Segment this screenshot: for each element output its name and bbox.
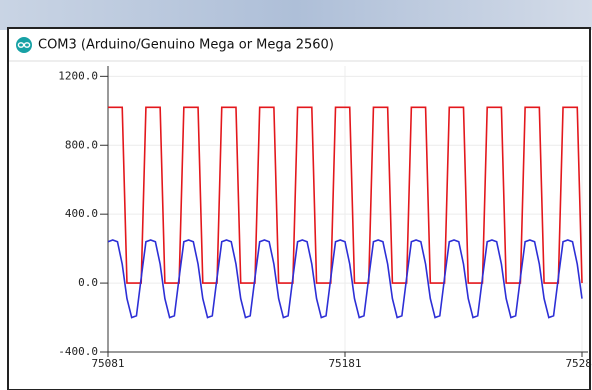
window-frame bbox=[7, 27, 591, 390]
y-tick-label: 400.0 bbox=[65, 207, 98, 220]
series-line bbox=[108, 239, 583, 319]
desktop-strip bbox=[0, 0, 592, 30]
y-tick-label: 800.0 bbox=[65, 138, 98, 151]
x-tick-label: 75081 bbox=[91, 357, 124, 370]
y-tick-label: 1200.0 bbox=[58, 69, 98, 82]
series-line bbox=[108, 106, 583, 284]
y-tick-label: 0.0 bbox=[78, 276, 98, 289]
x-tick-label: 75281 bbox=[565, 357, 592, 370]
x-tick-label: 75181 bbox=[328, 357, 361, 370]
plot-area: -400.0 0.0 400.0 800.0 1200.0 75081 75181 75281 bbox=[58, 66, 592, 370]
window-title: COM3 (Arduino/Genuino Mega or Mega 2560) bbox=[38, 38, 334, 53]
title-bar bbox=[9, 29, 589, 61]
y-tick-label: -400.0 bbox=[58, 345, 98, 358]
app-icon bbox=[16, 37, 32, 53]
